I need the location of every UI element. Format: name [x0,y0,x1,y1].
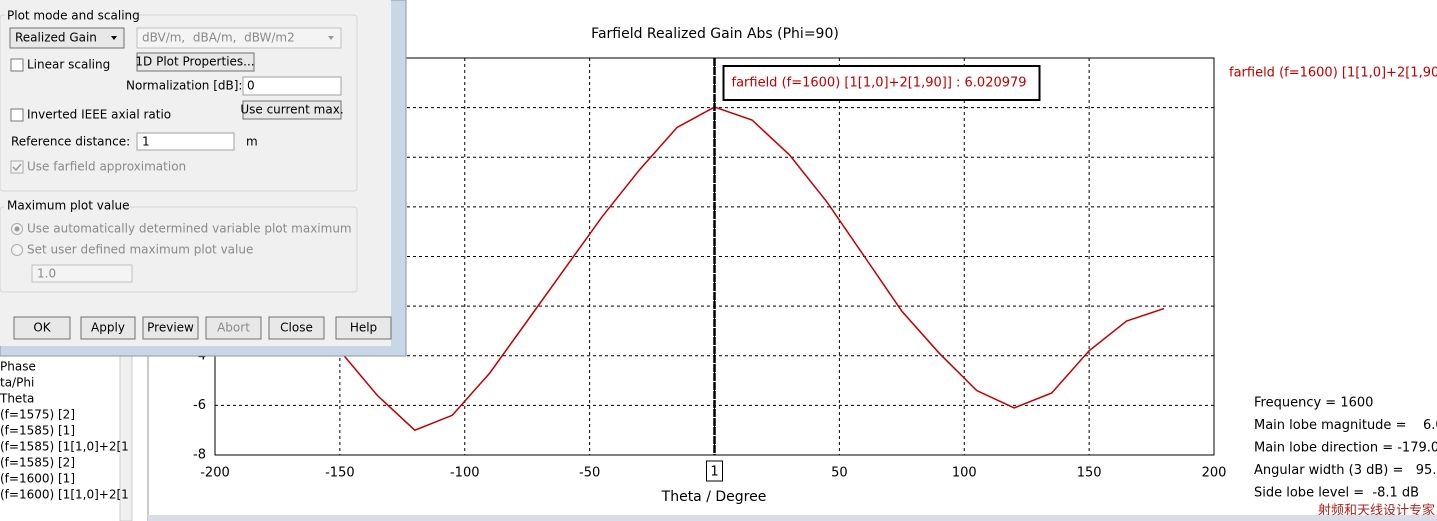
group-box [0,206,358,293]
tree-item[interactable]: (f=1575) [2] [0,408,75,422]
checkbox[interactable] [10,58,24,72]
annotation-box [722,65,1041,101]
button-label: Help [350,321,377,335]
x-tick-label: -100 [450,466,480,481]
tree-item[interactable]: (f=1600) [1[1,0]+2[1 [0,488,129,502]
x-tick-label: -150 [325,466,355,481]
info-line: Angular width (3 dB) = 95. [1254,463,1436,478]
tree-item[interactable]: ta/Phi [0,376,34,390]
tree-item[interactable]: Theta [0,392,34,406]
label: Reference distance: [11,135,130,149]
watermark: 射频和天线设计专家 [1318,503,1435,519]
tab-strip [148,515,1437,521]
tree-item[interactable]: (f=1585) [1] [0,424,75,438]
checkmark [12,163,22,172]
button[interactable] [242,100,342,120]
info-line: Frequency = 1600 [1254,396,1373,411]
tree-item[interactable]: (f=1600) [1] [0,472,75,486]
input[interactable] [242,76,342,96]
checkbox-label: Linear scaling [27,58,110,72]
dropdown-arrow [111,36,117,40]
group-title-bg [5,9,127,23]
x-tick-label: -50 [579,466,600,481]
checkbox-label: Inverted IEEE axial ratio [27,108,171,122]
checkbox [10,160,24,174]
units-value: dBV/m, dBA/m, dBW/m2 [142,31,295,45]
label: m [246,135,258,149]
tree-item[interactable]: Phase [0,360,36,374]
button-label: OK [33,321,51,335]
plot: Farfield Realized Gain Abs (Phi=90) Thet… [193,26,1437,505]
checkbox-label: Use farfield approximation [27,160,186,174]
button[interactable] [335,316,392,340]
button[interactable] [268,316,325,340]
x-tick-label: 50 [831,466,848,481]
mode-value: Realized Gain [15,31,97,45]
mode-select[interactable] [9,27,125,49]
dialog: Plot mode and scaling Realized Gain dBV/… [0,0,407,357]
plot-title: Farfield Realized Gain Abs (Phi=90) [591,26,839,42]
x-tick-label: 200 [1202,466,1227,481]
marker-label: 1 [710,465,718,480]
annotation: farfield (f=1600) [1[1,0]+2[1,90]] : 6.0… [732,76,1027,91]
x-tick-label: -200 [200,466,230,481]
button[interactable] [13,316,71,340]
button-label: Apply [91,321,125,335]
y-tick-label: -6 [193,398,206,413]
info: Frequency = 1600 Main lobe magnitude = 6.… [1254,396,1437,501]
x-axis-label: Theta / Degree [661,489,767,505]
info-line: Main lobe magnitude = 6.0 [1254,418,1437,433]
group-title-bg [4,200,116,214]
y-tick-label: -8 [193,448,206,463]
button-label: Use current max. [240,103,343,117]
input [31,264,133,283]
input[interactable] [136,132,235,151]
button[interactable] [142,316,199,340]
input-value: 0 [247,79,255,93]
radio-label: Set user defined maximum plot value [27,243,253,257]
info-line: Main lobe direction = -179.0 [1254,441,1437,456]
dropdown-arrow [328,36,334,40]
info-line: Side lobe level = -8.1 dB [1254,486,1419,501]
button-label: Close [280,321,313,335]
button[interactable] [80,316,136,340]
group-box [0,14,358,192]
legend-entry: farfield (f=1600) [1[1,0]+2[1,90 [1229,66,1437,81]
label: Normalization [dB]: [126,79,242,93]
button-label: 1D Plot Properties... [135,55,254,69]
input-value: 1.0 [37,267,56,281]
checkbox[interactable] [10,108,24,122]
button[interactable] [136,52,255,72]
radio-dot [14,226,20,232]
tree-item[interactable]: (f=1585) [1[1,0]+2[1 [0,440,129,454]
radio [11,244,23,256]
group-title: Maximum plot value [7,199,130,213]
group-title: Plot mode and scaling [7,9,140,23]
radio-label: Use automatically determined variable pl… [27,222,352,236]
button [205,316,262,340]
x-tick-label: 100 [952,466,977,481]
x-tick-label: 150 [1077,466,1102,481]
marker-box [706,460,723,482]
button-label: Abort [217,321,250,335]
tree-item[interactable]: (f=1585) [2] [0,456,75,470]
button-label: Preview [147,321,194,335]
units-select [136,27,342,49]
input-value: 1 [142,135,150,149]
